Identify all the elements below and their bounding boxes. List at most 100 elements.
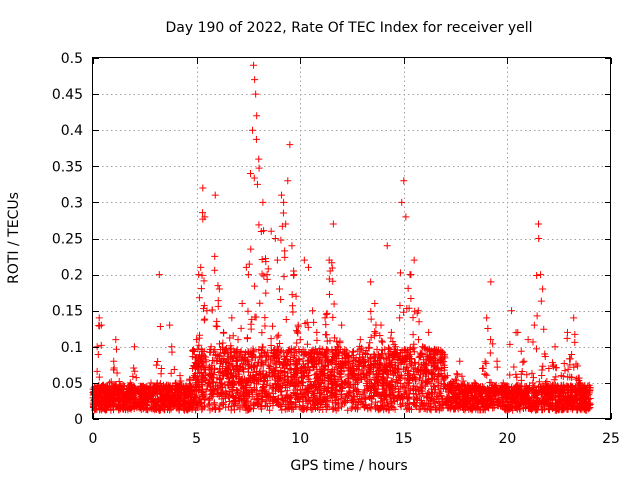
data-point: [539, 285, 547, 293]
data-point: [435, 395, 443, 403]
data-point: [211, 191, 219, 199]
data-point: [530, 393, 538, 401]
data-point: [211, 405, 219, 413]
data-point: [176, 398, 184, 406]
data-point: [414, 336, 422, 344]
data-point: [210, 399, 218, 407]
data-point: [568, 350, 576, 358]
data-point: [415, 318, 423, 326]
y-tick-labels: 0 0.05 0.1 0.15 0.2 0.25 0.3 0.35 0.4 0.45 0.5: [52, 51, 83, 428]
data-point: [228, 387, 236, 395]
data-point: [532, 345, 540, 353]
data-point: [254, 358, 262, 366]
data-point: [263, 372, 271, 380]
data-point: [563, 328, 571, 336]
y-tick-label: 0.4: [61, 123, 83, 139]
data-point: [155, 271, 163, 279]
data-point: [518, 382, 526, 390]
data-point: [220, 328, 228, 336]
data-point: [325, 403, 333, 411]
data-point: [537, 297, 545, 305]
data-point: [530, 321, 538, 329]
data-point: [299, 379, 307, 387]
data-point: [281, 253, 289, 261]
data-point: [237, 324, 245, 332]
y-tick-label: 0.2: [61, 268, 83, 284]
data-point: [561, 367, 569, 375]
data-point: [211, 366, 219, 374]
data-point: [212, 350, 220, 358]
data-point: [186, 375, 194, 383]
data-point: [271, 235, 279, 242]
data-point: [250, 348, 258, 356]
data-point: [310, 318, 318, 326]
x-tick-label: 25: [602, 431, 620, 447]
data-point: [434, 371, 442, 379]
data-point: [352, 354, 360, 362]
data-point: [399, 382, 407, 390]
data-point: [233, 357, 241, 365]
data-point: [249, 345, 257, 353]
data-point: [459, 398, 467, 406]
data-point: [166, 321, 174, 329]
data-point: [409, 314, 417, 322]
data-point: [329, 277, 337, 285]
data-point: [381, 345, 389, 353]
data-point: [417, 353, 425, 361]
data-point: [220, 354, 228, 362]
data-point: [260, 272, 268, 280]
data-point: [375, 405, 383, 413]
data-point: [220, 371, 228, 379]
data-point: [387, 334, 395, 342]
data-point: [202, 376, 210, 384]
data-point: [93, 367, 101, 375]
data-point: [254, 399, 262, 407]
data-point: [282, 315, 290, 323]
data-point: [198, 404, 206, 412]
grid-lines: [93, 58, 611, 419]
data-point: [284, 394, 292, 402]
data-point: [296, 336, 304, 344]
data-point: [289, 302, 297, 310]
data-point: [204, 401, 212, 409]
data-point: [239, 365, 247, 373]
data-point: [410, 395, 418, 403]
data-point: [244, 307, 252, 315]
data-point: [300, 406, 308, 414]
data-point: [401, 375, 409, 383]
data-point: [571, 338, 579, 346]
data-point: [329, 313, 337, 321]
data-point: [130, 364, 138, 372]
data-point: [262, 289, 270, 297]
data-point: [367, 307, 375, 315]
x-tick-label: 0: [89, 431, 98, 447]
data-point: [488, 402, 496, 410]
data-point: [249, 126, 257, 134]
data-point: [458, 372, 466, 380]
data-point: [370, 350, 378, 358]
data-point: [538, 366, 546, 374]
data-point: [208, 361, 216, 369]
data-point: [197, 363, 205, 371]
data-point: [263, 381, 271, 389]
data-point: [333, 338, 341, 346]
data-point: [391, 355, 399, 363]
data-point: [367, 333, 375, 341]
data-point: [113, 369, 121, 377]
data-points: [89, 61, 594, 414]
data-point: [445, 388, 453, 396]
data-point: [552, 373, 560, 381]
data-point: [192, 406, 200, 414]
data-point: [367, 355, 375, 363]
data-point: [377, 360, 385, 368]
data-point: [260, 349, 268, 357]
data-point: [316, 370, 324, 378]
data-point: [410, 256, 418, 264]
data-point: [261, 373, 269, 381]
data-point: [453, 370, 461, 378]
data-point: [208, 306, 216, 314]
data-point: [131, 396, 139, 404]
data-point: [193, 353, 201, 361]
data-point: [253, 112, 261, 120]
data-point: [523, 371, 531, 379]
